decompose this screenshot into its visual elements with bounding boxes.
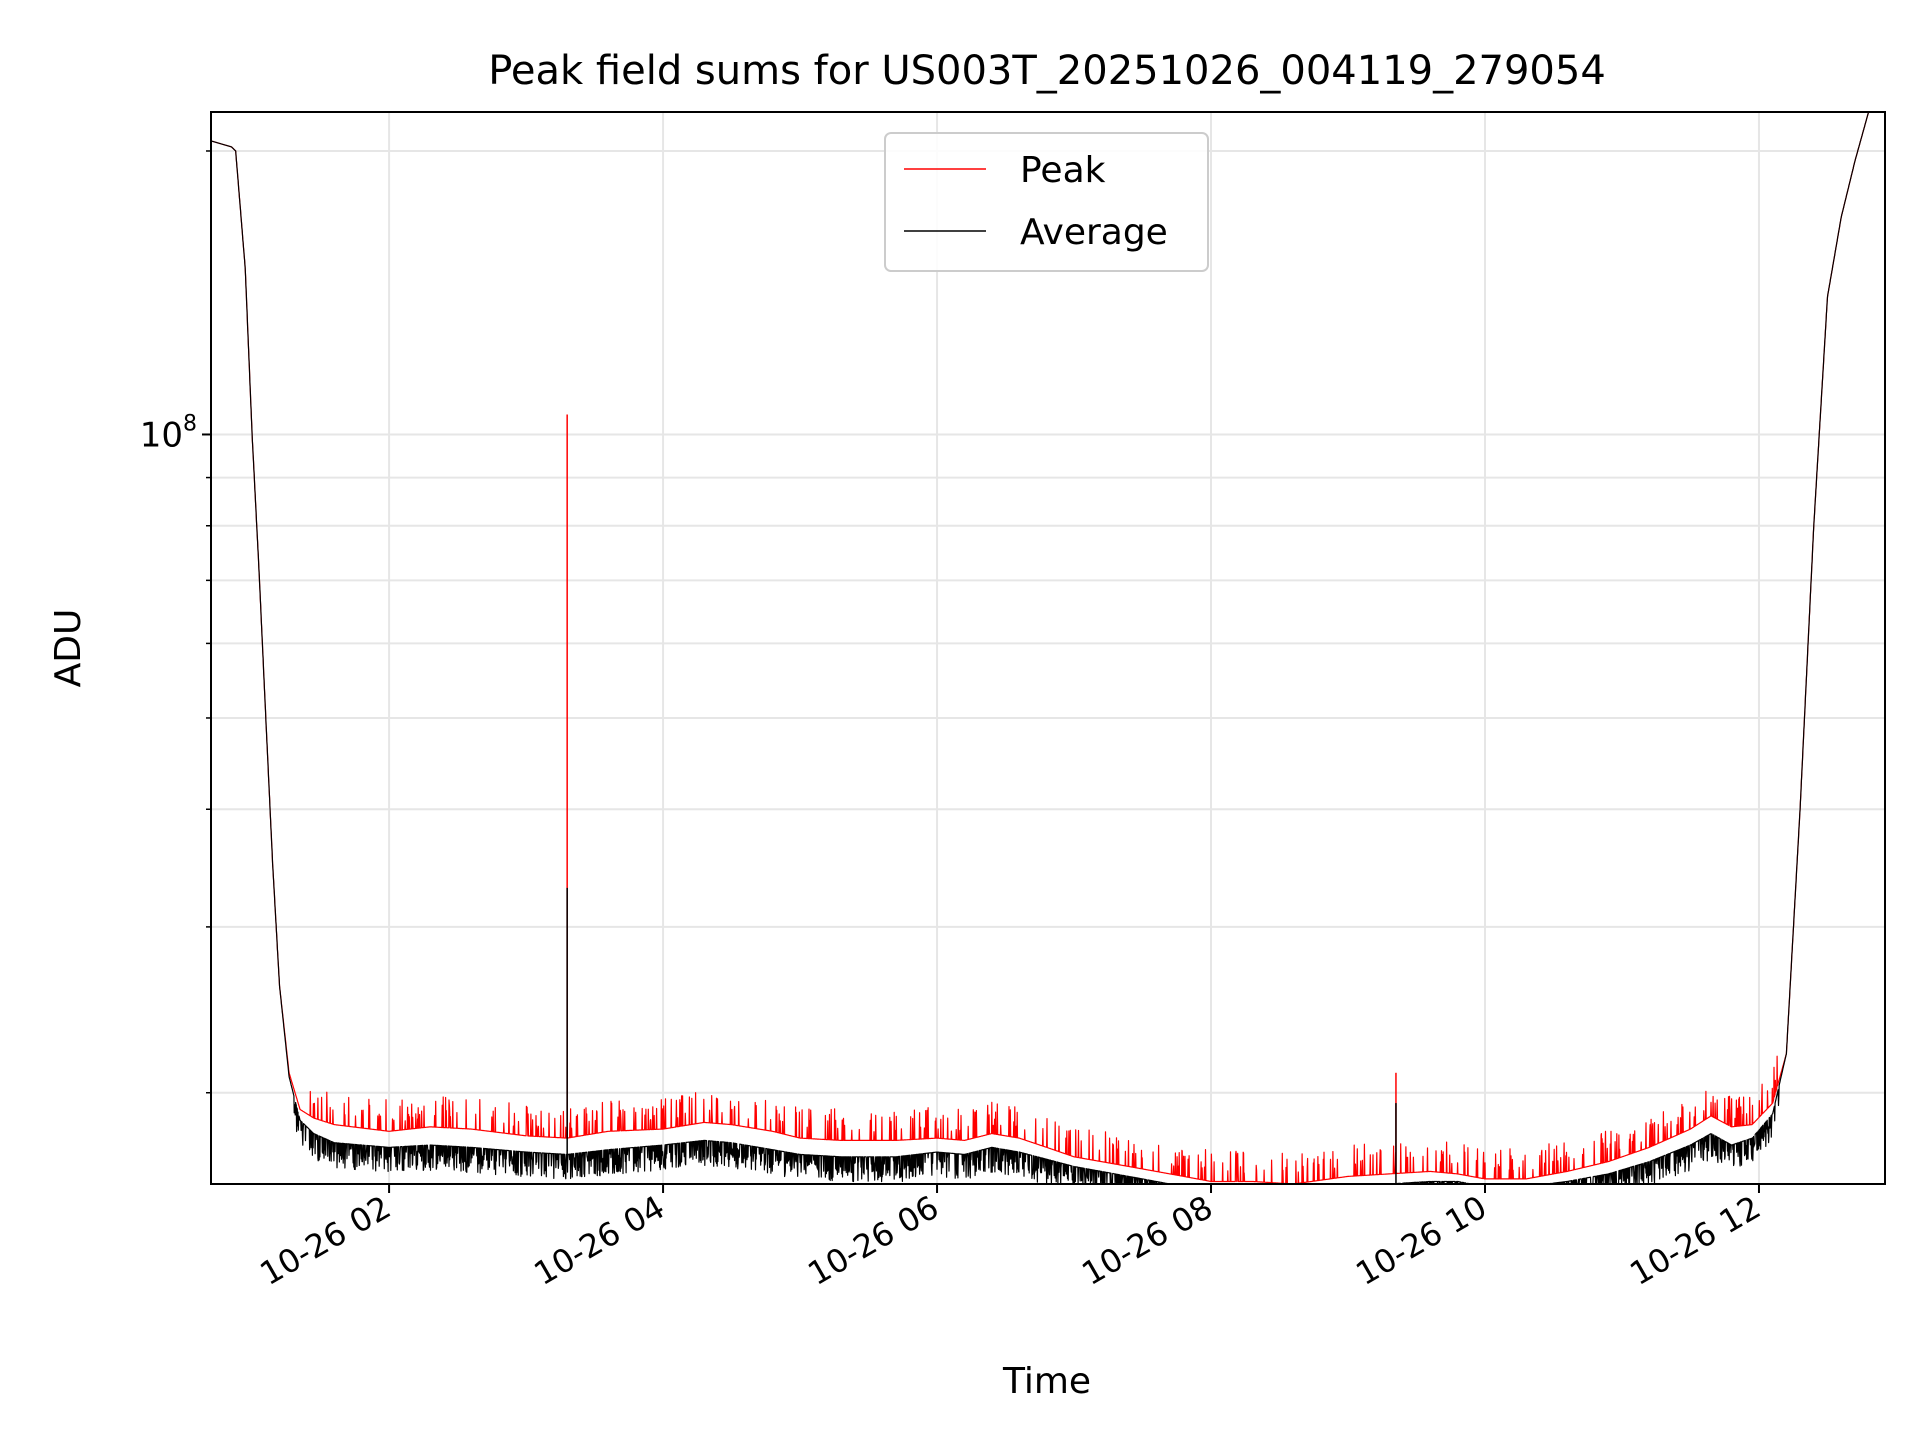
y-tick-label: 10: [140, 415, 183, 455]
x-axis-label: Time: [1002, 1361, 1091, 1402]
y-axis-label: ADU: [48, 609, 89, 688]
y-tick-exponent: 8: [183, 411, 197, 436]
legend-average-label: Average: [1020, 212, 1168, 253]
legend-box: [884, 132, 1209, 272]
legend: Peak Average: [884, 132, 1209, 272]
peak-series-line: [210, 111, 1870, 1185]
plot-frame: [210, 111, 1886, 1185]
legend-peak-label: Peak: [1020, 150, 1106, 191]
chart-title: Peak field sums for US003T_20251026_0041…: [488, 48, 1606, 94]
